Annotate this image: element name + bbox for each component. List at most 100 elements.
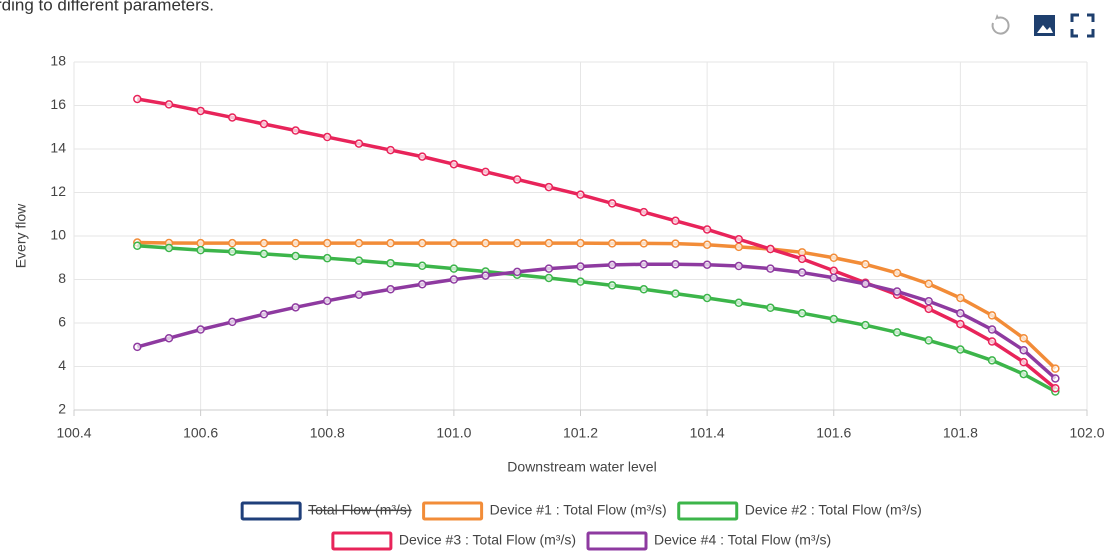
legend-swatch xyxy=(422,501,484,521)
data-point xyxy=(323,253,332,263)
data-point xyxy=(354,290,364,299)
data-point xyxy=(323,238,332,248)
series-line xyxy=(136,262,1057,380)
x-tick-label: 101.6 xyxy=(816,425,851,441)
data-point xyxy=(323,132,332,142)
data-point xyxy=(861,320,870,330)
data-point xyxy=(734,261,744,271)
data-point xyxy=(956,293,965,303)
data-point xyxy=(354,238,364,248)
data-point xyxy=(671,239,680,248)
data-point xyxy=(639,285,649,294)
x-tick-label: 100.8 xyxy=(310,425,345,441)
x-tick-label: 100.6 xyxy=(183,425,218,441)
data-point xyxy=(671,289,680,298)
data-point xyxy=(1019,345,1028,355)
reset-icon[interactable] xyxy=(991,14,1010,35)
data-point xyxy=(671,260,680,269)
fullscreen-icon[interactable] xyxy=(1070,13,1095,38)
data-point xyxy=(481,271,490,280)
legend-label: Device #4 : Total Flow (m³/s) xyxy=(654,532,831,548)
y-tick-label: 16 xyxy=(50,96,66,112)
data-point xyxy=(829,314,838,324)
data-point xyxy=(924,336,933,345)
data-point xyxy=(892,328,902,337)
data-point xyxy=(323,296,332,306)
data-point xyxy=(164,333,174,343)
data-point xyxy=(1051,374,1060,383)
data-point xyxy=(702,260,712,269)
x-tick-label: 100.4 xyxy=(56,425,91,441)
data-point xyxy=(291,303,300,312)
legend-swatch xyxy=(677,501,739,521)
data-point xyxy=(449,264,459,273)
series-line xyxy=(137,97,1057,390)
data-point xyxy=(164,243,174,253)
data-point xyxy=(259,119,269,129)
data-point xyxy=(259,249,269,259)
image-icon[interactable] xyxy=(1034,15,1055,36)
data-point xyxy=(354,139,364,148)
data-point xyxy=(956,308,965,318)
data-point xyxy=(639,239,649,248)
legend-item[interactable]: Device #3 : Total Flow (m³/s) xyxy=(331,531,576,551)
legend-item[interactable]: Total Flow (m³/s) xyxy=(240,501,412,521)
data-point xyxy=(576,190,585,199)
x-axis-label: Downstream water level xyxy=(507,459,656,475)
data-point xyxy=(1019,333,1028,343)
data-point xyxy=(133,94,142,104)
legend-swatch xyxy=(240,501,302,521)
series-line xyxy=(137,244,1057,394)
y-tick-label: 14 xyxy=(50,140,66,156)
data-point xyxy=(164,100,174,109)
data-point xyxy=(228,113,237,122)
legend-item[interactable]: Device #4 : Total Flow (m³/s) xyxy=(586,531,831,551)
data-point xyxy=(481,167,490,177)
data-point xyxy=(481,238,490,248)
data-point xyxy=(734,242,744,252)
legend-label: Total Flow (m³/s) xyxy=(308,502,411,518)
data-point xyxy=(702,293,712,303)
data-point xyxy=(133,241,142,251)
data-point xyxy=(924,297,933,306)
data-point xyxy=(766,303,775,313)
data-point xyxy=(417,280,427,289)
legend-item[interactable]: Device #1 : Total Flow (m³/s) xyxy=(422,501,667,521)
data-point xyxy=(702,240,712,249)
data-point xyxy=(924,279,933,289)
data-point xyxy=(956,345,965,354)
data-point xyxy=(639,260,649,269)
data-point xyxy=(417,238,427,248)
series-line xyxy=(137,240,1057,370)
data-point xyxy=(386,258,395,268)
y-tick-label: 4 xyxy=(58,357,66,373)
x-tick-label: 101.2 xyxy=(563,425,598,441)
legend-label: Device #1 : Total Flow (m³/s) xyxy=(490,502,667,518)
data-point xyxy=(449,238,459,248)
data-point xyxy=(291,126,300,135)
data-point xyxy=(291,251,300,261)
data-point xyxy=(861,260,870,269)
data-point xyxy=(512,238,522,248)
data-point xyxy=(1019,357,1028,367)
data-point xyxy=(386,145,395,155)
data-point xyxy=(607,281,617,290)
data-point xyxy=(1051,384,1060,393)
data-point xyxy=(861,279,870,289)
data-point xyxy=(544,182,554,192)
data-point xyxy=(734,298,744,308)
data-point xyxy=(417,261,427,271)
data-point xyxy=(228,238,237,248)
data-point xyxy=(607,239,617,248)
data-point xyxy=(987,356,997,365)
data-point xyxy=(956,319,965,329)
y-tick-label: 18 xyxy=(50,53,66,69)
data-point xyxy=(797,268,807,277)
data-point xyxy=(386,285,395,294)
data-point xyxy=(671,216,680,226)
data-point xyxy=(133,342,142,352)
y-tick-label: 2 xyxy=(58,401,66,417)
legend-item[interactable]: Device #2 : Total Flow (m³/s) xyxy=(677,501,922,521)
data-point xyxy=(766,244,775,254)
